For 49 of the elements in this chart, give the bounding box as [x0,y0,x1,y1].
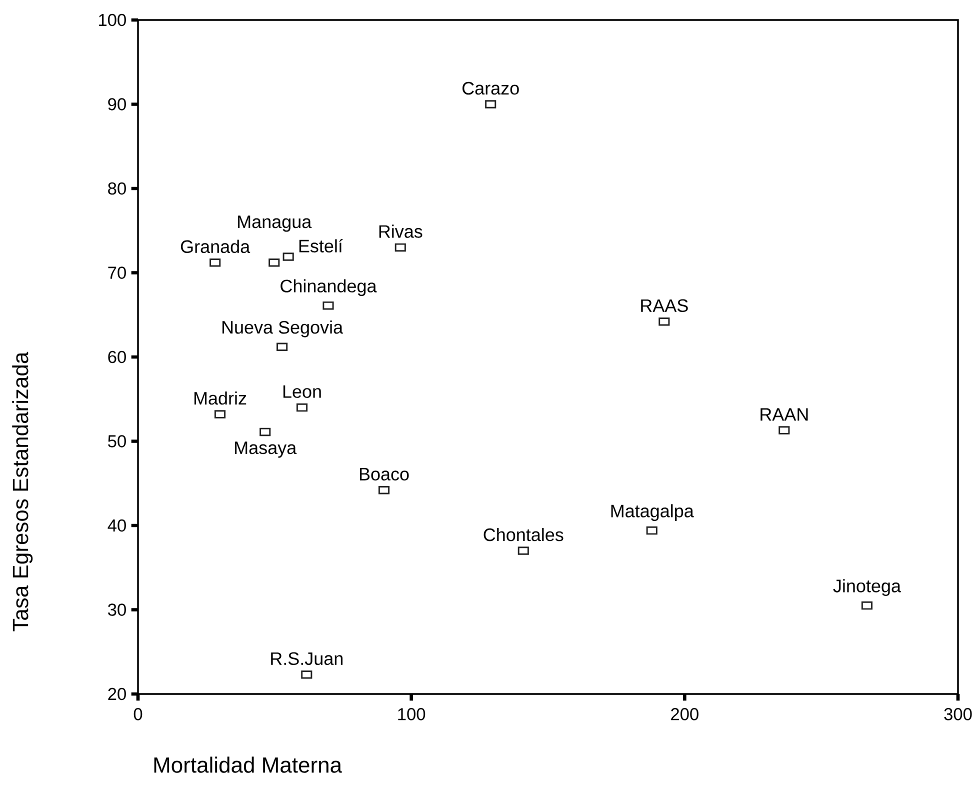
annotation: Madriz [194,391,246,405]
point [296,403,308,412]
point [301,670,312,679]
annotation: RAAN [760,408,808,421]
point [485,100,496,108]
y-tick-label: 50 [108,435,126,448]
annotation: Boaco [360,468,409,480]
point [282,252,294,261]
y-tick-label: 30 [108,604,126,616]
annotation: Masaya [235,442,297,458]
annotation: Rivas [379,224,422,238]
x-axis-title: Mortalidad Materna [154,756,342,773]
annotation: Chontales [484,528,564,542]
point [861,601,873,610]
point [322,301,334,310]
y-axis-title: Tasa Egresos Estandarizada [12,352,33,632]
y-tick-label: 20 [108,688,126,700]
x-tick-label: 300 [944,708,972,720]
x-tick-label: 100 [398,708,426,720]
point [778,426,790,434]
annotation: Jinotega [833,579,901,596]
annotation: Estelí [299,239,343,252]
y-tick-label: 80 [108,182,126,195]
point [276,342,288,352]
annotation: Granada [180,240,250,254]
y-tick-label: 60 [108,350,126,364]
annotation: Managua [238,216,312,232]
point [378,486,390,494]
annotation: Carazo [462,82,519,95]
annotation: Nueva Segovia [222,320,344,338]
annotation: Chinandega [280,279,377,296]
y-tick-label: 70 [108,266,126,279]
point [646,526,658,535]
point [214,410,226,418]
annotation: RAAS [641,299,688,312]
annotation: R.S.Juan [271,652,342,665]
x-tick-label: 200 [671,708,698,720]
point [518,546,529,555]
y-tick-label: 40 [108,519,126,532]
x-tick-label: 0 [134,708,142,720]
point [260,428,271,436]
annotation: Leon [283,385,321,398]
y-tick-label: 90 [108,98,126,110]
point [658,317,670,326]
y-tick-label: 100 [99,14,126,26]
point [268,258,280,267]
annotation: Matagalpa [611,504,694,521]
point [394,243,406,252]
point [210,258,221,267]
